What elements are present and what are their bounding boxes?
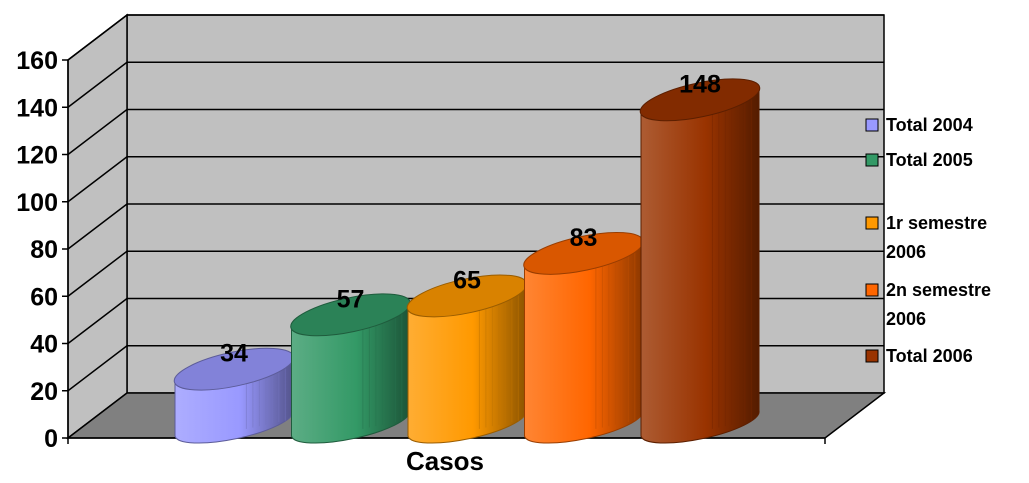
bar-2 <box>406 274 528 444</box>
data-label: 148 <box>679 70 721 98</box>
legend-item: 1r semestre 2006 <box>865 213 987 262</box>
y-tick-label: 40 <box>30 331 58 359</box>
bar-1 <box>290 293 411 444</box>
y-tick-label: 100 <box>16 189 58 217</box>
data-labels: 34 57 65 83 148 <box>220 70 721 367</box>
legend-label: 2006 <box>886 242 926 262</box>
y-tick-label: 60 <box>30 283 58 311</box>
legend-swatch <box>865 349 879 363</box>
x-axis-label: Casos <box>406 446 484 476</box>
legend-label: Total 2004 <box>886 115 973 135</box>
gridline <box>67 61 884 108</box>
y-tick-label: 80 <box>30 236 58 264</box>
bar-top <box>639 78 761 122</box>
bar-3 <box>523 231 644 444</box>
legend-label: 1r semestre <box>886 213 987 233</box>
legend-label: 2006 <box>886 309 926 329</box>
legend-swatch <box>865 216 879 230</box>
legend-label: 2n semestre <box>886 280 991 300</box>
bar-body <box>640 86 760 444</box>
gridline <box>67 14 884 61</box>
data-label: 65 <box>453 266 481 294</box>
y-tick-label: 160 <box>16 47 58 75</box>
gridline <box>67 203 884 250</box>
y-tick-label: 20 <box>30 378 58 406</box>
data-label: 57 <box>337 285 365 313</box>
gridline <box>67 156 884 203</box>
y-tick-label: 120 <box>16 142 58 170</box>
legend-label: Total 2006 <box>886 346 973 366</box>
data-label: 83 <box>570 224 598 252</box>
legend-item: 2n semestre 2006 <box>865 280 991 329</box>
legend-swatch <box>865 283 879 297</box>
data-label: 34 <box>220 340 248 368</box>
bar-4 <box>639 78 761 444</box>
legend-item: Total 2005 <box>865 150 973 170</box>
legend-label: Total 2005 <box>886 150 973 170</box>
legend-swatch <box>865 118 879 132</box>
y-tick-label: 140 <box>16 94 58 122</box>
legend-item: Total 2006 <box>865 346 973 366</box>
bars <box>173 78 761 444</box>
y-tick-label: 0 <box>44 425 58 453</box>
legend-item: Total 2004 <box>865 115 973 135</box>
bar-0 <box>173 347 295 444</box>
legend-swatch <box>865 153 879 167</box>
gridline <box>67 108 884 156</box>
